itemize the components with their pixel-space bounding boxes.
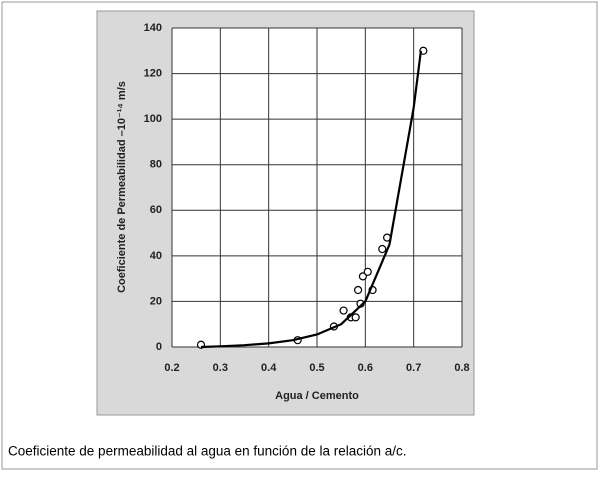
fit-curve [200,50,423,349]
x-tick-label: 0.4 [261,362,277,374]
x-tick-label: 0.7 [406,362,421,374]
y-tick-label: 120 [144,67,162,79]
data-point [351,313,360,322]
y-tick-label: 100 [144,113,162,125]
y-tick-label: 20 [150,295,162,307]
data-point [339,306,348,315]
x-tick-label: 0.2 [164,362,179,374]
x-tick-label: 0.6 [358,362,373,374]
y-tick-label: 40 [150,250,162,262]
data-point [358,272,368,281]
x-tick-label: 0.3 [213,362,228,374]
x-axis-label: Agua / Cemento [275,390,359,402]
data-point [353,285,363,295]
y-tick-label: 80 [150,159,162,171]
y-axis-label: Coeficiente de Permeabilidad –10⁻¹⁴ m/s [116,81,128,293]
x-tick-label: 0.8 [454,362,469,374]
y-tick-label: 60 [150,204,162,216]
data-point [378,244,387,254]
data-point [363,267,372,276]
y-tick-label: 140 [144,22,162,34]
y-tick-label: 0 [156,341,162,353]
x-tick-label: 0.5 [309,362,324,374]
caption: Coeficiente de permeabilidad al agua en … [8,444,407,459]
